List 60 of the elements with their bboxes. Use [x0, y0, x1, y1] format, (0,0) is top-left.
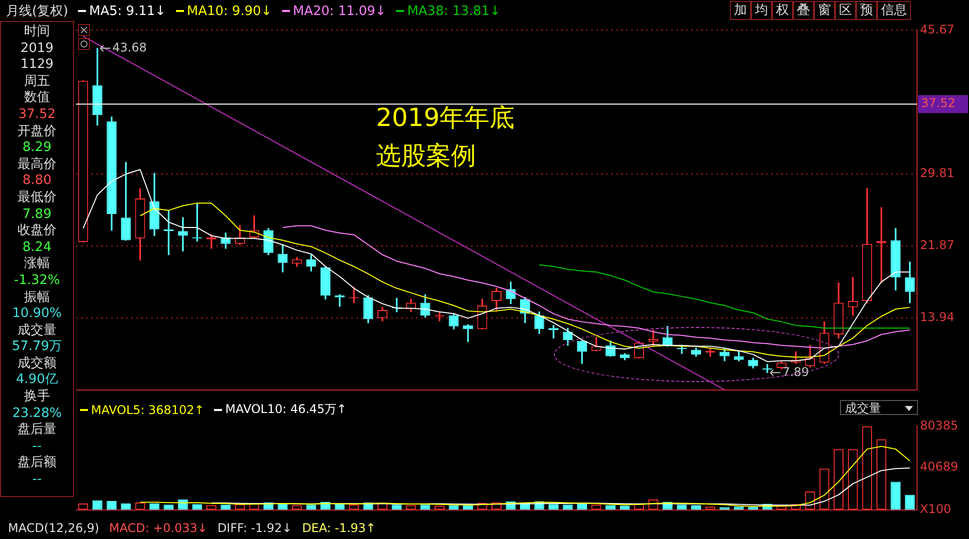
- text: 2019: [19, 40, 55, 58]
- text: 37.52: [17, 106, 57, 124]
- annotation: 7.89: [782, 364, 810, 379]
- text: 8.24: [22, 240, 52, 256]
- text: 数值: [23, 90, 51, 107]
- text: 8.29: [22, 140, 52, 157]
- text: 10.90%: [11, 306, 63, 323]
- text: 周五: [23, 74, 51, 90]
- legend-label: MAVOL5: 368102↑: [90, 402, 204, 418]
- annotation: 43.68: [112, 40, 147, 54]
- y-tick-label: 45.67: [920, 22, 954, 36]
- text: -1.32%: [13, 272, 61, 290]
- text: 信息: [877, 1, 911, 20]
- y-tick-label: 13.94: [920, 310, 954, 324]
- text: MACD: +0.033↓: [109, 521, 208, 535]
- text: 预: [856, 1, 877, 20]
- legend-label: MAVOL10: 46.45万↑: [224, 401, 347, 418]
- text: 权: [772, 1, 793, 20]
- text: 加: [730, 1, 751, 20]
- y-tick-label: 29.81: [920, 166, 954, 180]
- text: 区: [835, 1, 856, 20]
- text: MACD(12,26,9): [8, 521, 100, 535]
- text: 叠: [793, 1, 814, 20]
- legend-label: MA5: 9.11↓: [88, 2, 166, 20]
- y-tick-label: 40689: [920, 460, 958, 474]
- legend-label: MA20: 11.09↓: [292, 2, 386, 20]
- text: 4.90亿: [15, 372, 59, 389]
- text: 窗: [814, 1, 835, 20]
- text: 8.80: [22, 173, 52, 190]
- text: 23.28%: [11, 406, 63, 422]
- text: DEA: -1.93↑: [302, 521, 376, 535]
- text: 时间: [23, 24, 51, 41]
- text: 均: [751, 1, 772, 20]
- y-tick-label: X100: [920, 502, 952, 516]
- annotation: 选股案例: [376, 140, 476, 172]
- y-tick-label: 21.87: [920, 238, 954, 252]
- ref-line-label: 37.52: [921, 96, 956, 110]
- text: 收盘价: [16, 223, 58, 240]
- text: 成交额: [16, 356, 58, 372]
- chart-title: 月线(复权): [6, 3, 68, 20]
- text: DIFF: -1.92↓: [217, 521, 292, 535]
- text: 盘后额: [16, 455, 58, 472]
- annotation: 2019年年底: [376, 102, 515, 134]
- text: --: [31, 438, 43, 455]
- text: 7.89: [22, 206, 52, 224]
- legend-label: MA38: 13.81↓: [406, 2, 500, 20]
- text: 开盘价: [16, 124, 58, 140]
- y-tick-label: 80385: [920, 418, 958, 432]
- legend-label: MA10: 9.90↓: [186, 2, 272, 20]
- text: 成交量: [16, 322, 58, 340]
- text: 振幅: [23, 290, 51, 306]
- text: 最低价: [16, 190, 58, 207]
- text: --: [31, 472, 43, 489]
- text: 57.79万: [10, 339, 64, 356]
- text: 涨幅: [23, 256, 51, 273]
- text: 1129: [19, 57, 55, 74]
- text: 最高价: [16, 156, 58, 174]
- text: 换手: [23, 389, 51, 406]
- text: 盘后量: [16, 422, 58, 439]
- text: 成交量: [840, 400, 918, 415]
